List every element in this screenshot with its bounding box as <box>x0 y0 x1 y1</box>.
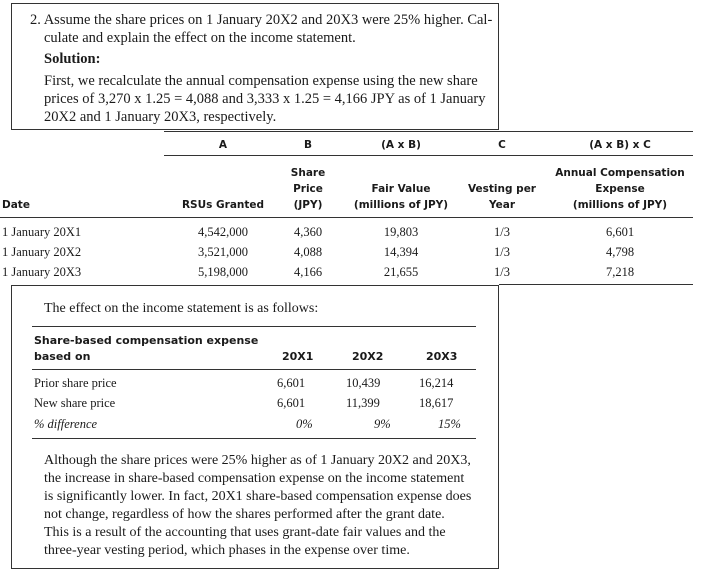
table-top-rule <box>164 131 693 132</box>
header-rsus: RSUs Granted <box>181 199 265 211</box>
effect-value-20x3: 18,617 <box>419 396 454 410</box>
col-letter-axbxc: (A x B) x C <box>589 139 651 151</box>
effect-value-20x3: 15% <box>438 417 461 431</box>
effect-header-year-1: 20X1 <box>282 350 314 363</box>
solution-line-2: prices of 3,270 x 1.25 = 4,088 and 3,333… <box>44 91 486 107</box>
header-price-2: Price <box>293 183 323 195</box>
effect-header-year-2: 20X2 <box>352 350 384 363</box>
row-rsus: 5,198,000 <box>198 265 248 279</box>
col-letter-b: B <box>303 139 312 151</box>
paragraph-line: not change, regardless of how the shares… <box>44 507 445 522</box>
effect-value-20x1: 6,601 <box>277 376 306 390</box>
row-fair-value: 14,394 <box>383 245 419 259</box>
row-fair-value: 21,655 <box>383 265 419 279</box>
row-annual: 7,218 <box>605 265 635 279</box>
effect-header-year-3: 20X3 <box>426 350 458 363</box>
row-annual: 4,798 <box>605 245 635 259</box>
question-box: 2. Assume the share prices on 1 January … <box>11 3 499 130</box>
header-fair-value-2: (millions of JPY) <box>353 199 449 211</box>
header-annual-3: (millions of JPY) <box>572 199 668 211</box>
solution-label: Solution: <box>44 51 101 67</box>
col-letter-axb: (A x B) <box>381 139 421 151</box>
solution-line-1: First, we recalculate the annual compens… <box>44 73 478 89</box>
paragraph-line: is significantly lower. In fact, 20X1 sh… <box>44 489 472 504</box>
effect-header-rule <box>32 369 476 370</box>
paragraph-line: the increase in share-based compensation… <box>44 471 465 486</box>
header-fair-value-1: Fair Value <box>371 183 431 195</box>
row-vesting: 1/3 <box>494 245 510 259</box>
effect-row-label: Prior share price <box>34 376 117 390</box>
paragraph-line: three-year vesting period, which phases … <box>44 543 410 558</box>
row-rsus: 4,542,000 <box>198 225 248 239</box>
row-date: 1 January 20X2 <box>2 245 82 259</box>
row-vesting: 1/3 <box>494 265 510 279</box>
row-annual: 6,601 <box>605 225 635 239</box>
header-vesting-2: Year <box>488 199 516 211</box>
table-letter-rule <box>164 155 693 156</box>
header-price-1: Share <box>290 167 326 179</box>
solution-line-3: 20X2 and 1 January 20X3, respectively. <box>44 109 277 125</box>
col-letter-a: A <box>218 139 228 151</box>
col-letter-c: C <box>498 139 506 151</box>
row-rsus: 3,521,000 <box>198 245 248 259</box>
effect-header-label-1: Share-based compensation expense <box>34 334 259 347</box>
effect-bottom-rule <box>32 438 476 439</box>
row-price: 4,166 <box>293 265 323 279</box>
effect-value-20x1: 6,601 <box>277 396 306 410</box>
row-date: 1 January 20X3 <box>2 265 82 279</box>
effect-value-20x2: 9% <box>374 417 391 431</box>
question-line-2: culate and explain the effect on the inc… <box>44 30 356 46</box>
header-annual-2: Expense <box>595 183 645 195</box>
effect-row-label: % difference <box>34 417 98 431</box>
effect-header-label-2: based on <box>34 350 91 363</box>
row-price: 4,360 <box>293 225 323 239</box>
effect-box: The effect on the income statement is as… <box>11 285 499 569</box>
row-date: 1 January 20X1 <box>2 225 82 239</box>
effect-value-20x1: 0% <box>296 417 313 431</box>
effect-value-20x3: 16,214 <box>419 376 454 390</box>
effect-intro: The effect on the income statement is as… <box>44 301 319 316</box>
header-price-3: (JPY) <box>293 199 323 211</box>
row-vesting: 1/3 <box>494 225 510 239</box>
header-annual-1: Annual Compensation <box>555 167 685 179</box>
row-fair-value: 19,803 <box>383 225 419 239</box>
header-vesting-1: Vesting per <box>467 183 536 195</box>
row-price: 4,088 <box>293 245 323 259</box>
header-date: Date <box>2 199 30 211</box>
effect-row-label: New share price <box>34 396 116 410</box>
table-bottom-rule <box>499 284 693 285</box>
effect-value-20x2: 11,399 <box>346 396 380 410</box>
effect-top-rule <box>32 326 476 327</box>
effect-value-20x2: 10,439 <box>346 376 381 390</box>
question-line-1: 2. Assume the share prices on 1 January … <box>30 12 493 28</box>
table-header-rule <box>0 217 693 218</box>
paragraph-line: This is a result of the accounting that … <box>44 525 446 540</box>
paragraph-line: Although the share prices were 25% highe… <box>44 453 471 468</box>
